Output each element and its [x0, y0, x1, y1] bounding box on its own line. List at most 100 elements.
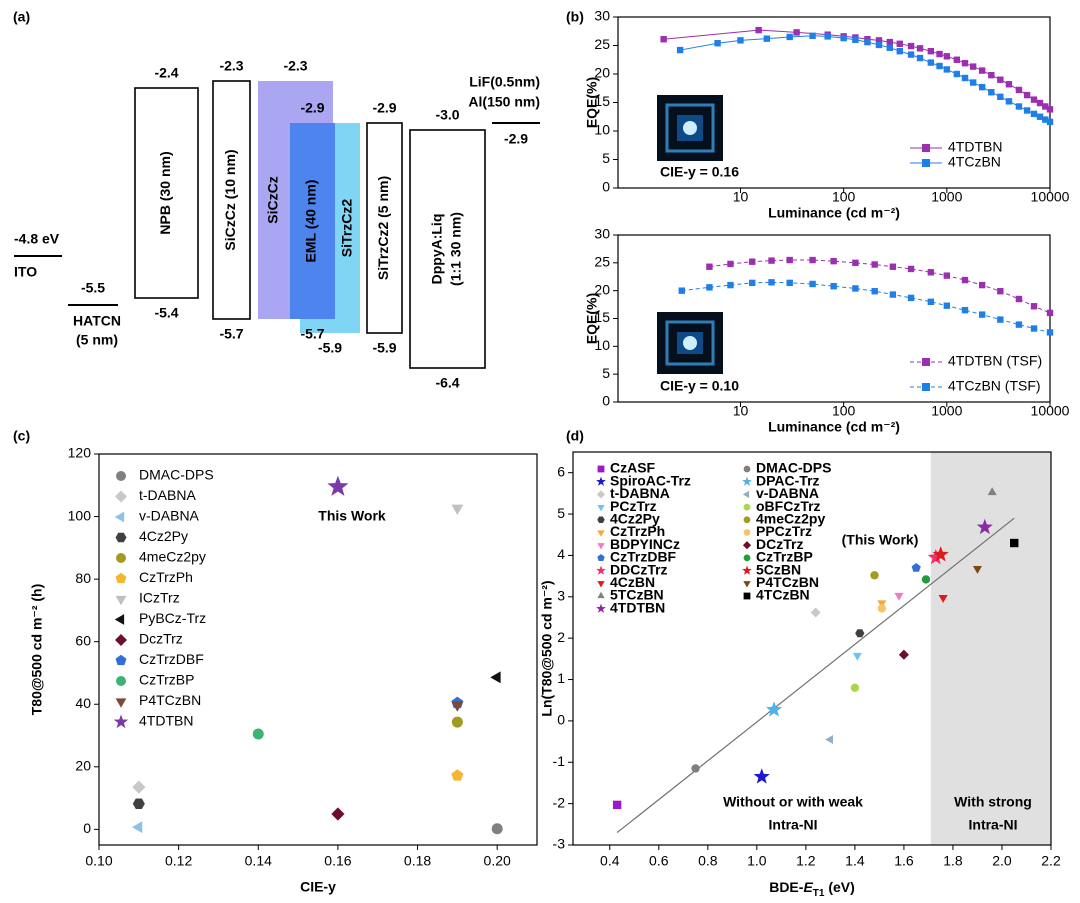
annotation: Without or with weak: [723, 794, 863, 810]
data-point: [809, 32, 816, 40]
photo-frame: [665, 103, 715, 153]
data-point: [896, 48, 903, 55]
layer-name: SiCzCz: [265, 176, 281, 223]
legend-marker: [742, 565, 752, 575]
legend-marker: [115, 595, 127, 606]
data-point: [916, 54, 924, 62]
data-point: [978, 281, 986, 289]
data-point: [678, 287, 686, 294]
data-point: [1036, 113, 1044, 120]
y-tick-label: 0: [83, 820, 91, 836]
legend-label: DMAC-DPS: [756, 460, 831, 476]
y-tick-label: 120: [68, 445, 92, 461]
data-point: [737, 37, 744, 44]
layer-name: SiTrzCz2: [339, 199, 355, 258]
data-point: [1023, 107, 1031, 114]
data-point: [327, 475, 349, 496]
lumo-label: -2.9: [300, 100, 324, 116]
legend-marker: [114, 614, 125, 625]
legend-marker: [113, 714, 129, 729]
y-tick-label: 3: [557, 587, 565, 603]
legend-label: CzTrzDBF: [139, 651, 204, 667]
layer-box: [409, 129, 486, 369]
legend-label: v-DABNA: [756, 485, 819, 501]
legend-label: 4CzBN: [610, 574, 655, 590]
data-point: [252, 728, 264, 740]
layer-name: (5 nm): [76, 332, 118, 348]
data-point: [676, 46, 684, 54]
legend-marker: [743, 503, 751, 511]
legend-marker: [596, 603, 606, 613]
legend-marker: [922, 383, 930, 391]
data-point: [1046, 118, 1054, 126]
legend-label: oBFCzTrz: [756, 498, 821, 514]
data-point: [921, 575, 931, 584]
panel-label: (d): [566, 428, 584, 444]
data-point: [932, 546, 949, 562]
data-point: [943, 66, 951, 73]
y-axis-title: EQE(%): [584, 293, 600, 344]
layer-name: EML (40 nm): [303, 180, 319, 263]
legend-marker: [743, 516, 751, 524]
x-tick-label: 0.20: [484, 853, 511, 869]
legend-marker: [115, 634, 127, 646]
x-tick-label: 1.2: [796, 853, 816, 869]
x-axis-title-part: E: [803, 879, 813, 895]
data-point: [706, 284, 713, 291]
data-point: [1046, 106, 1054, 113]
data-point: [1005, 81, 1013, 88]
data-point: [978, 311, 986, 318]
data-point: [1046, 329, 1054, 336]
data-point: [870, 571, 879, 580]
y-tick-label: 0: [602, 179, 610, 195]
annotation: (This Work): [842, 532, 919, 548]
y-tick-label: 20: [75, 758, 91, 774]
legend-marker: [116, 676, 126, 686]
legend-marker: [597, 504, 605, 512]
legend-marker: [596, 476, 606, 486]
data-point: [1015, 295, 1023, 303]
level-label: -5.5: [81, 280, 105, 296]
y-tick-label: -1: [553, 753, 566, 769]
data-point: [786, 33, 793, 41]
x-tick-label: 1.0: [747, 853, 767, 869]
legend-label: t-DABNA: [610, 485, 670, 501]
data-point: [997, 288, 1004, 295]
layer-name: SiTrzCz2 (5 nm): [375, 176, 391, 280]
data-point: [131, 821, 143, 834]
data-point: [1030, 96, 1038, 103]
y-tick-label: 25: [594, 36, 610, 52]
legend-marker: [597, 591, 605, 599]
legend-label: 5CzBN: [756, 561, 801, 577]
x-tick-label: 0.10: [85, 853, 112, 869]
data-point: [786, 279, 793, 287]
x-tick-label: 100: [832, 189, 856, 205]
data-point: [855, 629, 865, 638]
data-point: [852, 652, 862, 661]
data-point: [1030, 303, 1038, 310]
y-axis-title: T80@500 cd m⁻² (h): [29, 584, 45, 716]
data-point: [451, 716, 463, 728]
data-point: [132, 780, 146, 794]
data-point: [961, 276, 969, 284]
legend-label: CzTrzPh: [139, 569, 193, 585]
lumo-label: -2.9: [372, 100, 396, 116]
y-tick-label: -2: [553, 794, 566, 810]
data-point: [809, 280, 816, 288]
legend-label: CzTrzBP: [756, 549, 813, 565]
legend-marker: [597, 530, 605, 537]
y-tick-label: 5: [602, 365, 610, 381]
y-tick-label: 6: [557, 463, 565, 479]
data-point: [727, 260, 734, 268]
data-point: [864, 38, 871, 46]
series-line: [680, 35, 1051, 123]
legend-marker: [743, 581, 751, 588]
legend-label: ICzTrz: [139, 590, 180, 606]
data-point: [331, 807, 345, 821]
data-point: [907, 51, 915, 58]
x-tick-label: 10: [733, 403, 749, 419]
legend-label: BDPYINCz: [610, 536, 680, 552]
layer-name: DppyA:Liq: [429, 214, 445, 285]
legend-label: DCzTrz: [756, 536, 803, 552]
